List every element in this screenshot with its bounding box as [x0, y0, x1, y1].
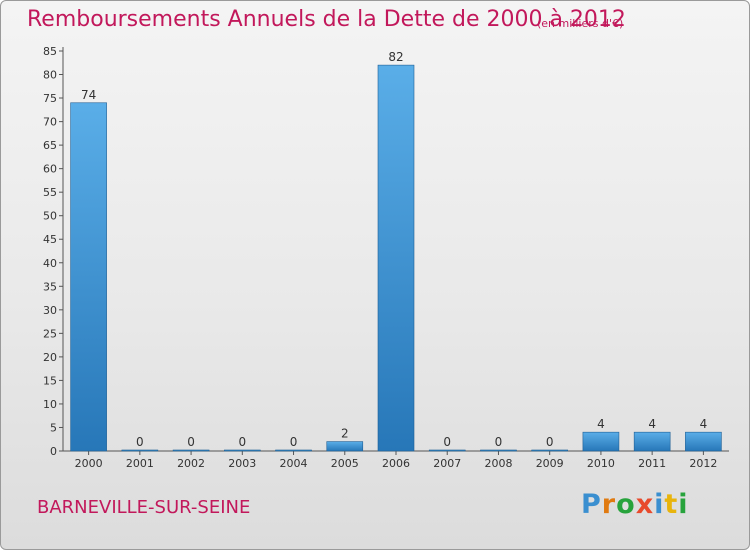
data-label-2006: 82	[388, 50, 403, 64]
y-tick-label: 45	[43, 233, 57, 246]
x-tick-label-2006: 2006	[382, 457, 410, 470]
y-tick-label: 30	[43, 304, 57, 317]
x-tick-label-2004: 2004	[280, 457, 308, 470]
y-tick-label: 10	[43, 398, 57, 411]
y-tick-label: 15	[43, 374, 57, 387]
data-label-2011: 4	[648, 417, 656, 431]
data-label-2004: 0	[290, 435, 298, 449]
bar-2001	[121, 449, 159, 452]
bar-2000	[70, 102, 107, 452]
data-label-2000: 74	[81, 88, 96, 102]
data-label-2005: 2	[341, 427, 349, 441]
x-tick-label-2011: 2011	[638, 457, 666, 470]
bar-2006	[377, 64, 415, 452]
bar-2005	[326, 441, 364, 452]
proxiti-logo: Proxiti	[581, 489, 689, 520]
y-tick-label: 50	[43, 210, 57, 223]
x-tick-label-2002: 2002	[177, 457, 205, 470]
y-tick-label: 0	[50, 445, 57, 458]
x-tick-label-2007: 2007	[433, 457, 461, 470]
town-name: BARNEVILLE-SUR-SEINE	[37, 497, 251, 518]
x-tick-label-2003: 2003	[228, 457, 256, 470]
x-tick-label-2010: 2010	[587, 457, 615, 470]
y-tick-label: 70	[43, 116, 57, 129]
bar-2003	[224, 449, 261, 452]
data-label-2009: 0	[546, 435, 554, 449]
y-tick-label: 55	[43, 186, 57, 199]
y-tick-label: 35	[43, 280, 57, 293]
y-tick-label: 75	[43, 92, 57, 105]
y-tick-label: 20	[43, 351, 57, 364]
bar-2009	[531, 449, 568, 452]
x-tick-label-2012: 2012	[689, 457, 717, 470]
y-tick-label: 65	[43, 139, 57, 152]
x-tick-label-2009: 2009	[536, 457, 564, 470]
bar-2010	[582, 431, 620, 452]
bar-2011	[633, 431, 671, 452]
data-label-2007: 0	[443, 435, 451, 449]
x-tick-label-2000: 2000	[75, 457, 103, 470]
chart-title: Remboursements Annuels de la Dette de 20…	[27, 7, 626, 32]
bar-2002	[172, 449, 210, 452]
x-tick-label-2001: 2001	[126, 457, 154, 470]
y-tick-label: 80	[43, 69, 57, 82]
data-label-2010: 4	[597, 417, 605, 431]
y-tick-label: 25	[43, 327, 57, 340]
y-tick-label: 5	[50, 421, 57, 434]
bar-2004	[275, 449, 312, 452]
data-label-2002: 0	[187, 435, 195, 449]
bar-2007	[428, 449, 466, 452]
data-label-2001: 0	[136, 435, 144, 449]
chart-unit: (en milliers d'€)	[537, 17, 624, 30]
y-tick-label: 60	[43, 163, 57, 176]
y-tick-label: 85	[43, 45, 57, 58]
x-tick-label-2005: 2005	[331, 457, 359, 470]
bar-2008	[480, 449, 517, 452]
x-tick-label-2008: 2008	[484, 457, 512, 470]
y-tick-label: 40	[43, 257, 57, 270]
data-label-2003: 0	[238, 435, 246, 449]
data-label-2008: 0	[495, 435, 503, 449]
bar-2012	[685, 431, 722, 452]
data-label-2012: 4	[700, 417, 708, 431]
